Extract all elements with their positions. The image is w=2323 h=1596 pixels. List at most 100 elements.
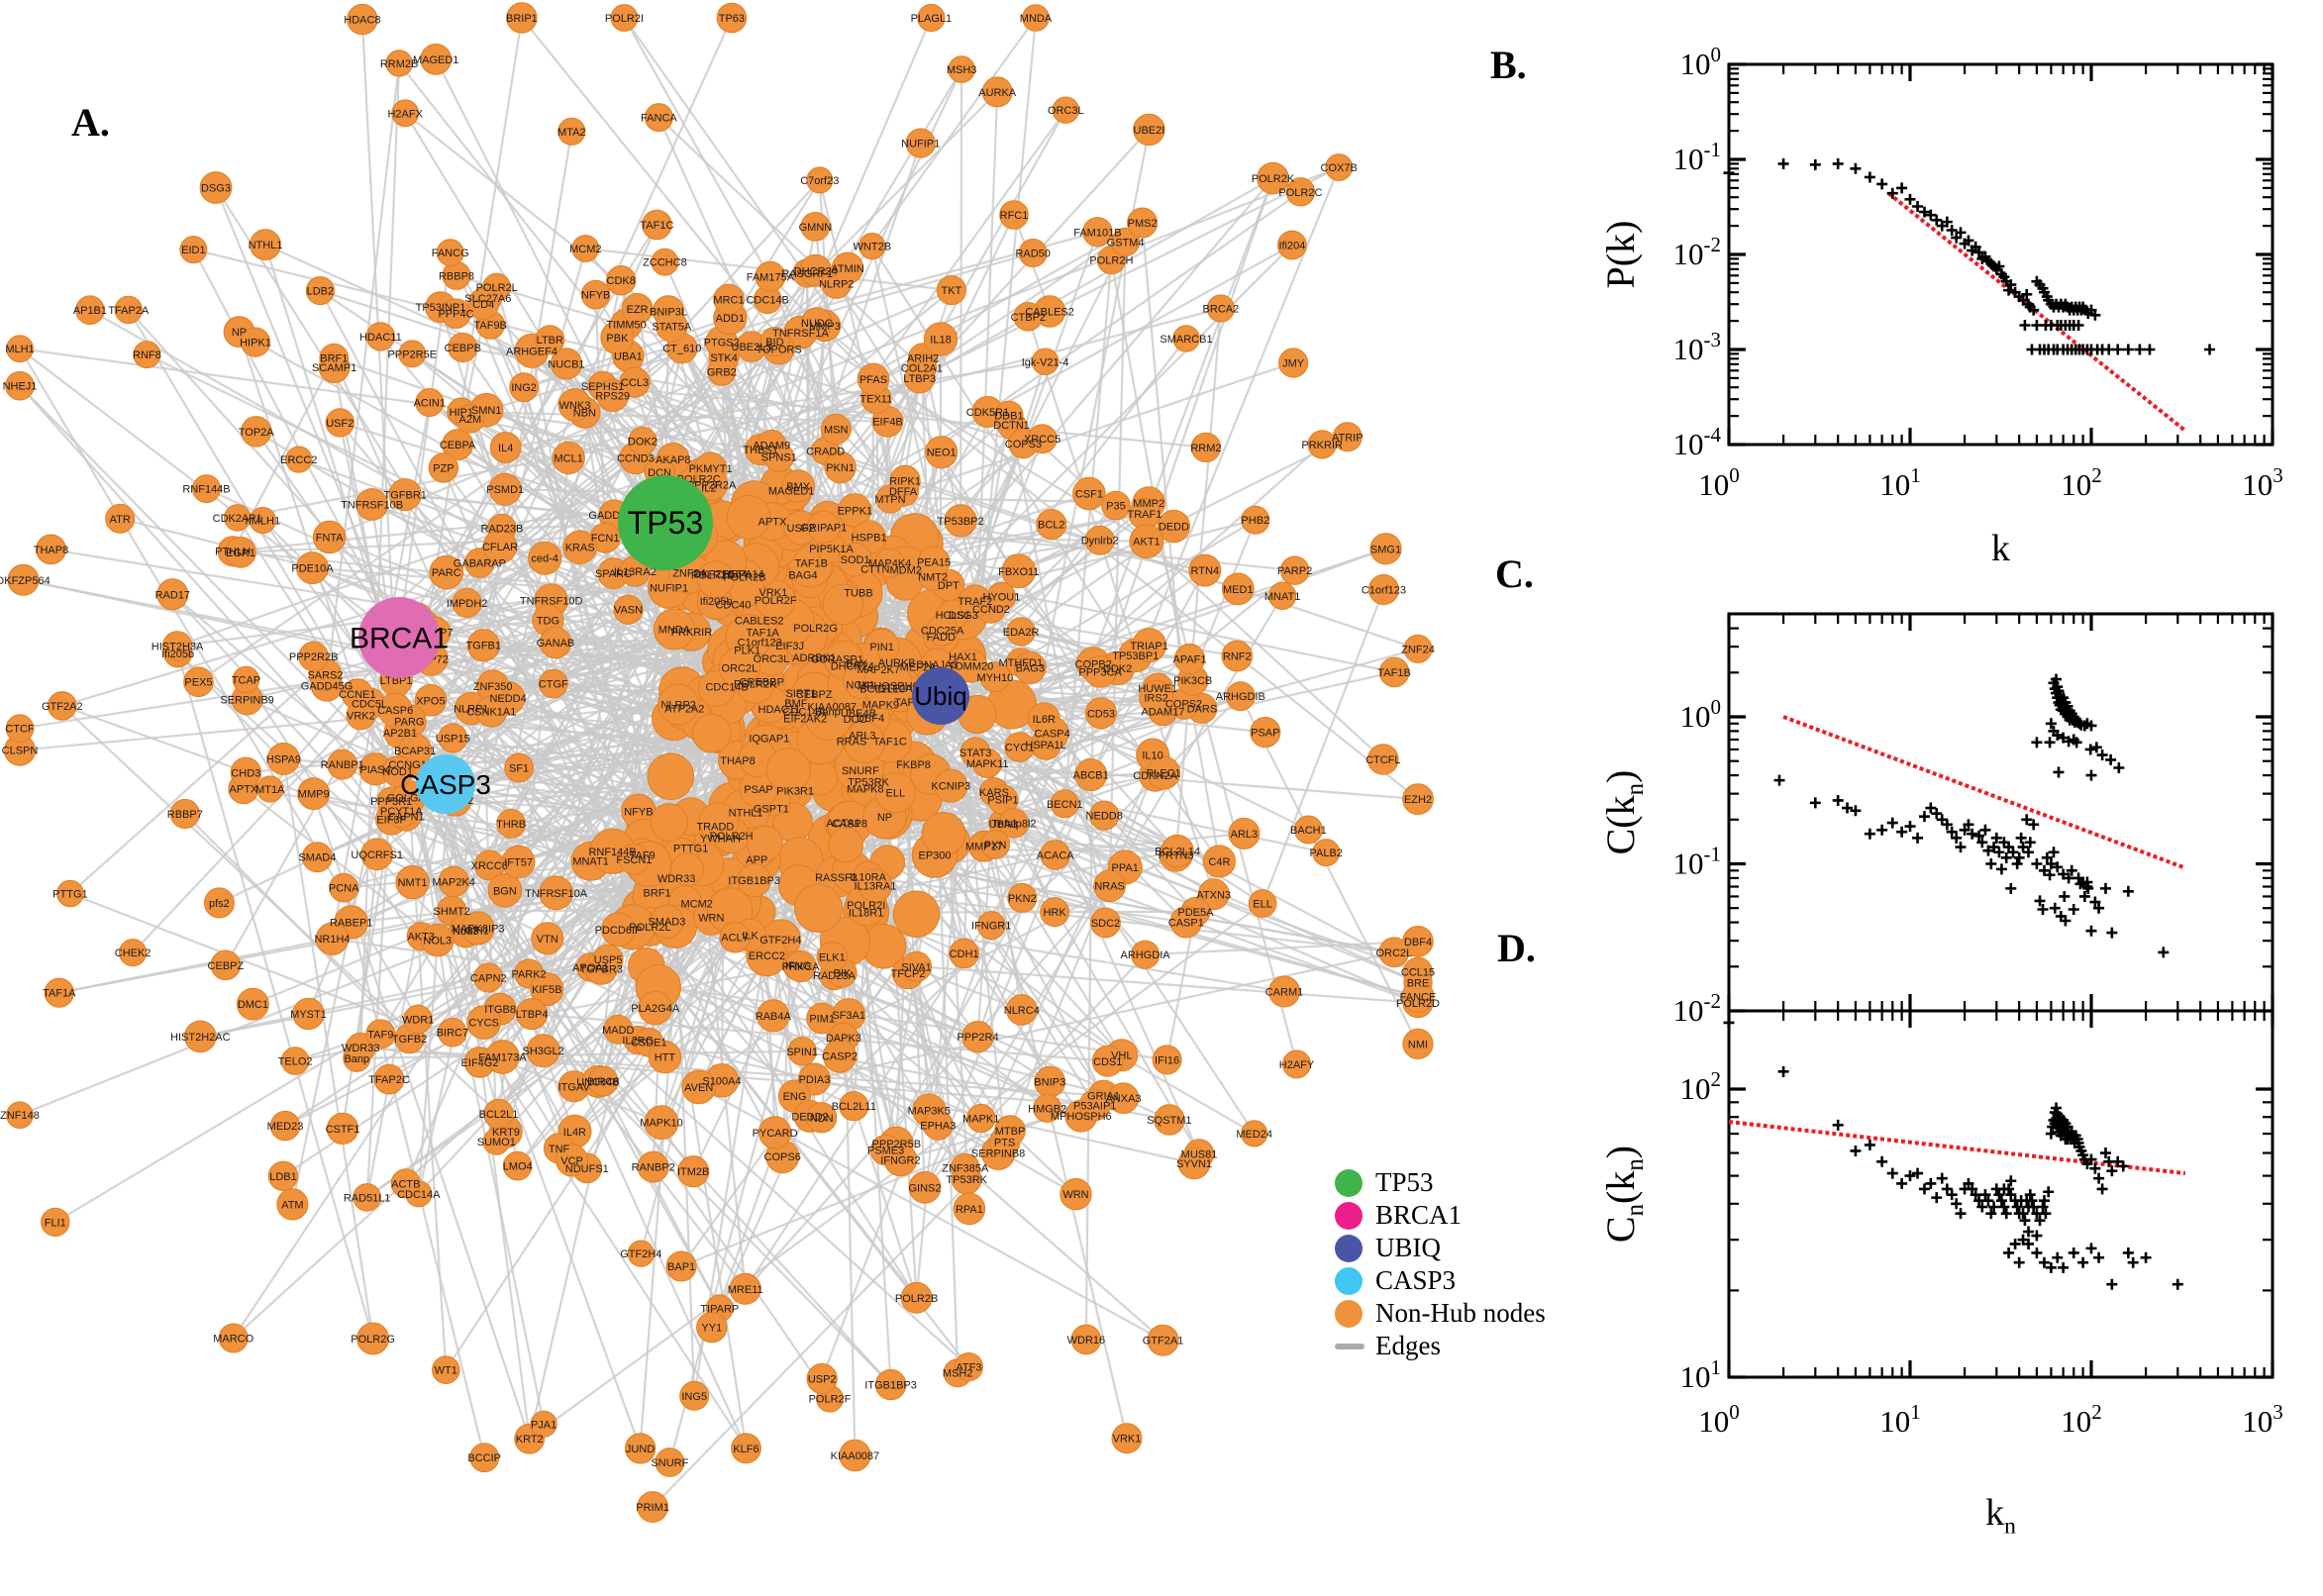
network-node [972, 748, 1003, 779]
network-node [961, 1021, 994, 1053]
plot-frame-C [1727, 612, 2274, 1013]
network-edge [1003, 519, 1257, 1143]
node-label: SPIN1 [786, 1047, 818, 1058]
network-node [183, 666, 214, 698]
node-label: MADD [602, 1025, 634, 1037]
network-node [737, 863, 771, 898]
node-label: ADRBK1 [792, 652, 836, 664]
node-label: VASN [614, 605, 643, 617]
node-label: CABLES2 [735, 615, 784, 627]
network-node [1036, 509, 1067, 540]
node-label: CTGF [539, 679, 568, 691]
node-label: TFAP2C [368, 1074, 410, 1086]
node-label: ZNF350 [473, 681, 513, 693]
data-point [2013, 851, 2025, 863]
node-label: MED23 [267, 1121, 304, 1133]
node-label: EID1 [181, 245, 205, 256]
network-node [1083, 655, 1117, 688]
node-label: ORC3L [754, 653, 790, 665]
network-node [677, 1155, 710, 1188]
node-label: pfs2 [209, 898, 230, 910]
data-point [1864, 828, 1875, 840]
node-label: EIF4B [872, 417, 903, 429]
network-node [442, 429, 474, 461]
network-node [414, 684, 448, 717]
data-point [1850, 162, 1862, 174]
node-label: LTBP4 [516, 1009, 549, 1021]
node-label: ZNF385A [942, 1163, 989, 1175]
network-edge [319, 290, 784, 1157]
network-node [487, 873, 523, 908]
network-node [501, 845, 536, 879]
network-node [1035, 716, 1069, 751]
data-point [2011, 858, 2023, 869]
data-point [1904, 193, 1916, 205]
network-node [858, 233, 886, 260]
node-label: MYST1 [290, 1009, 327, 1021]
node-label: MNDA [1020, 13, 1053, 25]
node-label: SPNS1 [761, 452, 797, 464]
network-node [1111, 1423, 1143, 1454]
node-label: APTX [230, 784, 258, 796]
network-node [388, 478, 422, 512]
node-label: TAF9 [367, 1029, 393, 1041]
network-edge [291, 709, 397, 1205]
network-edge [184, 813, 411, 1040]
node-label: ATF3 [956, 1362, 981, 1374]
data-point [1777, 1065, 1789, 1077]
node-label: HDAC11 [359, 332, 402, 344]
network-node [452, 587, 482, 619]
network-node [475, 695, 508, 728]
node-label: GRIA1 [1087, 1091, 1120, 1103]
node-label: PMS2 [1128, 218, 1158, 230]
node-label: MLH1 [5, 344, 34, 355]
node-label: MYH10 [977, 672, 1014, 684]
node-label: TGFB1 [466, 641, 501, 652]
data-point [2048, 847, 2060, 858]
node-label: ADAM9 [753, 440, 790, 451]
data-point [1886, 1167, 1898, 1179]
node-label: ERCC2 [749, 950, 785, 962]
network-node [56, 879, 84, 908]
network-node [1093, 869, 1126, 903]
node-label: RPS29 [595, 390, 630, 402]
data-point [2127, 1256, 2139, 1268]
plot-frame-B [1727, 62, 2274, 447]
data-point [2077, 1256, 2089, 1268]
network-node [506, 2, 538, 34]
network-node [1006, 617, 1036, 647]
node-label: TAF1A [746, 627, 779, 639]
node-label: ING5 [681, 1391, 707, 1403]
network-node [1161, 834, 1194, 868]
data-point [1876, 1155, 1888, 1167]
node-label: NHEJ1 [3, 381, 38, 393]
node-label: AKAP8 [656, 454, 690, 466]
node-label: BRF1 [644, 888, 671, 900]
node-label: ORC2L [1375, 948, 1412, 959]
network-node [610, 4, 639, 32]
node-label: MAP3K5 [908, 1106, 951, 1118]
network-node [502, 1150, 533, 1181]
network-node [831, 251, 864, 284]
node-label: MCL1 [555, 453, 583, 465]
network-node [650, 803, 689, 842]
network-node [1278, 348, 1309, 378]
node-label: AURKB [878, 657, 916, 669]
node-label: MAGED1 [768, 486, 814, 498]
node-label: UBA1 [614, 351, 643, 363]
node-label: PSAP [744, 784, 772, 796]
network-node [535, 325, 565, 355]
data-point [1912, 1167, 1924, 1179]
network-node [179, 236, 208, 264]
node-label: TFAP2A [108, 305, 150, 317]
node-label: TNFRSF10D [520, 596, 583, 608]
node-label: PRIM1 [636, 1502, 669, 1514]
data-point [2140, 1251, 2152, 1263]
node-label: CASP2 [822, 1051, 858, 1063]
node-label: PARG [394, 717, 424, 729]
network-node [1157, 509, 1191, 544]
network-node [892, 890, 941, 938]
network-edge [243, 787, 439, 942]
node-label: RBBP8 [439, 270, 474, 282]
node-label: NLRP2 [819, 279, 854, 291]
